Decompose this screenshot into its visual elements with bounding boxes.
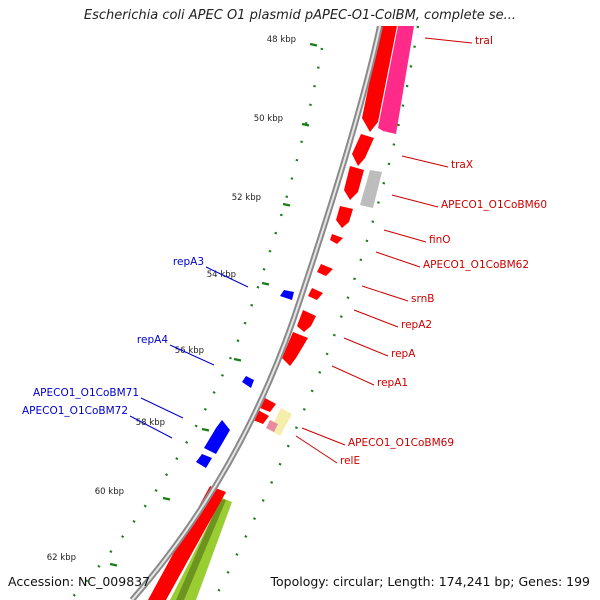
gene-label-traX[interactable]: traX bbox=[451, 159, 473, 171]
gene-label-APECO1_O1CoBM69[interactable]: APECO1_O1CoBM69 bbox=[348, 437, 454, 449]
gene-arc-APECO1_O1CoBM72[interactable] bbox=[196, 454, 212, 468]
summary-label: Topology: circular; Length: 174,241 bp; … bbox=[270, 574, 591, 589]
gene-arc-repA4[interactable] bbox=[242, 376, 254, 388]
gene-label-finO[interactable]: finO bbox=[429, 234, 451, 246]
accession-label: Accession: NC_009837 bbox=[8, 574, 151, 589]
leader-line-repA4 bbox=[169, 344, 215, 366]
ruler-tick bbox=[109, 562, 118, 567]
ruler-layer: 48 kbp 50 kbp 52 kbp 54 kbp 56 kbp 58 kbp 60 k… bbox=[47, 35, 318, 567]
gene-label-repA[interactable]: repA bbox=[391, 348, 416, 360]
gene-arc-repA[interactable] bbox=[297, 310, 316, 332]
gene-arc-APECO1_O1CoBM71[interactable] bbox=[204, 420, 230, 454]
gene-arc-traI-pink[interactable] bbox=[378, 26, 414, 134]
leader-line-APECO1_O1CoBM71 bbox=[140, 397, 184, 419]
gene-label-APECO1_O1CoBM72[interactable]: APECO1_O1CoBM72 bbox=[22, 405, 128, 417]
gene-label-repA3[interactable]: repA3 bbox=[173, 256, 204, 268]
backbone-arc bbox=[129, 26, 383, 600]
gene-arc-APECO1_O1CoBM60-grey[interactable] bbox=[360, 170, 382, 208]
map-title: Escherichia coli APEC O1 plasmid pAPEC-O… bbox=[83, 8, 517, 23]
leader-line-relE bbox=[295, 435, 338, 464]
ruler-tick bbox=[233, 357, 242, 362]
gene-arc-traX[interactable] bbox=[352, 134, 374, 166]
gene-arc-repA1[interactable] bbox=[282, 332, 308, 366]
gene-arc-APECO1_O1CoBM60[interactable] bbox=[344, 166, 364, 200]
ruler-tick bbox=[282, 202, 291, 207]
ruler-label: 48 kbp bbox=[267, 35, 296, 45]
gene-arc-traI[interactable] bbox=[362, 26, 397, 132]
gene-label-repA4[interactable]: repA4 bbox=[137, 334, 168, 346]
gene-label-repA2[interactable]: repA2 bbox=[401, 319, 432, 331]
leader-line-traX bbox=[401, 155, 449, 168]
gene-arc-relE-pink[interactable] bbox=[266, 420, 278, 432]
ruler-label: 62 kbp bbox=[47, 553, 76, 563]
leader-line-srnB bbox=[361, 285, 409, 302]
ruler-tick bbox=[309, 42, 318, 47]
ruler-tick bbox=[162, 496, 171, 501]
leader-lines bbox=[129, 37, 473, 464]
leader-line-finO bbox=[383, 229, 427, 243]
ruler-tick bbox=[301, 122, 310, 127]
green-feature-inner bbox=[176, 499, 226, 600]
leader-line-APECO1_O1CoBM72 bbox=[129, 415, 173, 439]
ruler-tick bbox=[201, 427, 210, 432]
gene-arc-repA2[interactable] bbox=[308, 288, 323, 300]
leader-line-traI bbox=[424, 37, 473, 44]
leader-line-repA3 bbox=[205, 266, 249, 288]
gene-label-srnB[interactable]: srnB bbox=[411, 293, 434, 305]
leader-line-APECO1_O1CoBM62 bbox=[375, 251, 421, 268]
gene-label-APECO1_O1CoBM60[interactable]: APECO1_O1CoBM60 bbox=[441, 199, 547, 211]
ruler-label: 54 kbp bbox=[207, 270, 236, 280]
leader-line-repA1 bbox=[331, 365, 375, 386]
gene-arc-finO[interactable] bbox=[336, 206, 353, 228]
gene-arc-APECO1_O1CoBM62[interactable] bbox=[330, 234, 343, 244]
gene-label-APECO1_O1CoBM62[interactable]: APECO1_O1CoBM62 bbox=[423, 259, 529, 271]
ruler-label: 56 kbp bbox=[175, 346, 204, 356]
gene-label-repA1[interactable]: repA1 bbox=[377, 377, 408, 389]
ruler-label: 60 kbp bbox=[95, 487, 124, 497]
gene-label-relE[interactable]: relE bbox=[340, 455, 360, 467]
leader-line-APECO1_O1CoBM60 bbox=[391, 194, 439, 208]
gene-arc-bottom-red[interactable] bbox=[148, 486, 226, 600]
ruler-label: 58 kbp bbox=[136, 418, 165, 428]
ruler-tick bbox=[261, 281, 270, 286]
leader-line-APECO1_O1CoBM69 bbox=[301, 427, 346, 446]
gene-arc-APECO1_O1CoBM69[interactable] bbox=[260, 398, 276, 412]
gene-label-APECO1_O1CoBM71[interactable]: APECO1_O1CoBM71 bbox=[33, 387, 139, 399]
ruler-label: 50 kbp bbox=[254, 114, 283, 124]
leader-line-repA bbox=[343, 337, 389, 357]
ruler-label: 52 kbp bbox=[232, 193, 261, 203]
gene-labels: traI traX APECO1_O1CoBM60 finO APECO1_O1CoBM… bbox=[22, 35, 547, 467]
gene-arc-srnB[interactable] bbox=[317, 264, 333, 276]
gene-label-traI[interactable]: traI bbox=[475, 35, 493, 47]
gene-arc-repA3[interactable] bbox=[280, 290, 294, 300]
backbone-arc-highlight bbox=[131, 26, 381, 600]
leader-line-repA2 bbox=[353, 309, 399, 328]
